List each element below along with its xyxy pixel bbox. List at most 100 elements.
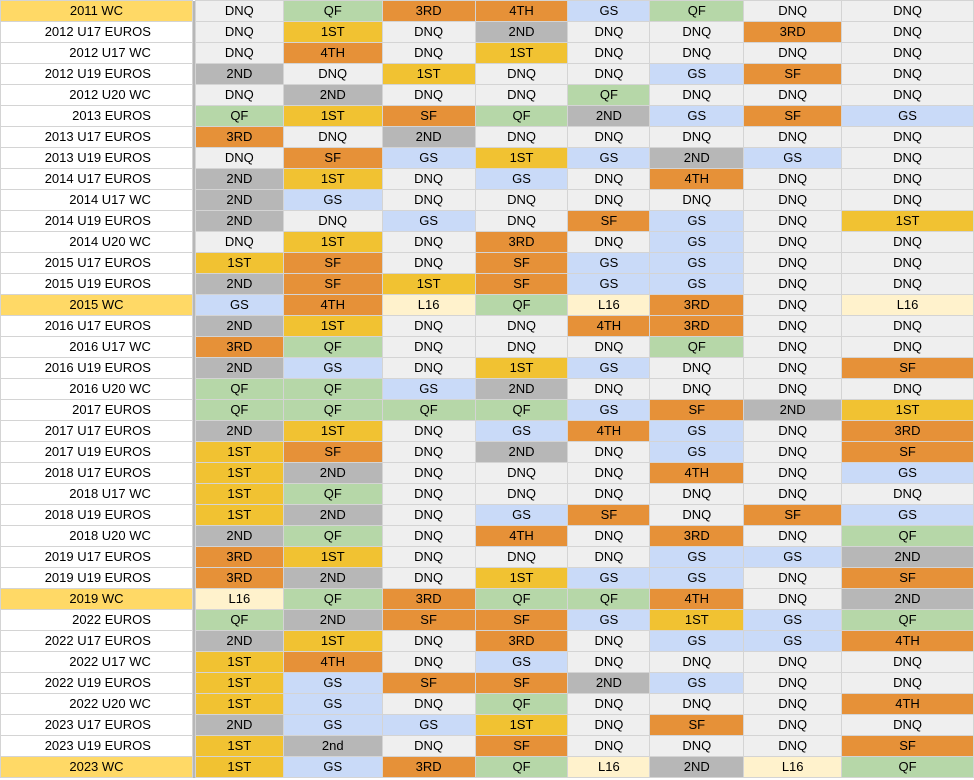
result-cell[interactable]: GS <box>649 63 745 85</box>
result-cell[interactable]: DNQ <box>474 84 569 106</box>
result-cell[interactable]: 3RD <box>194 126 284 148</box>
tournament-label-cell[interactable]: 2016 U17 EUROS <box>0 315 193 337</box>
result-cell[interactable]: QF <box>474 399 569 421</box>
result-cell[interactable]: DNQ <box>381 693 476 715</box>
tournament-label-cell[interactable]: 2014 U19 EUROS <box>0 210 193 232</box>
tournament-label-cell[interactable]: 2022 U17 EUROS <box>0 630 193 652</box>
result-cell[interactable]: 2ND <box>649 756 745 778</box>
result-cell[interactable]: 1ST <box>474 147 569 169</box>
tournament-label-cell[interactable]: 2011 WC <box>0 0 193 22</box>
result-cell[interactable]: DNQ <box>381 189 476 211</box>
result-cell[interactable]: DNQ <box>567 21 651 43</box>
result-cell[interactable]: DNQ <box>381 336 476 358</box>
tournament-label-cell[interactable]: 2022 U20 WC <box>0 693 193 715</box>
result-cell[interactable]: DNQ <box>743 84 843 106</box>
result-cell[interactable]: 2ND <box>841 546 974 568</box>
result-cell[interactable]: 2ND <box>381 126 476 148</box>
result-cell[interactable]: DNQ <box>743 483 843 505</box>
result-cell[interactable]: QF <box>282 399 383 421</box>
result-cell[interactable]: DNQ <box>841 231 974 253</box>
tournament-label-cell[interactable]: 2022 U19 EUROS <box>0 672 193 694</box>
result-cell[interactable]: DNQ <box>282 210 383 232</box>
result-cell[interactable]: GS <box>194 294 284 316</box>
result-cell[interactable]: 3RD <box>381 0 476 22</box>
result-cell[interactable]: 4TH <box>567 315 651 337</box>
result-cell[interactable]: QF <box>649 0 745 22</box>
tournament-label-cell[interactable]: 2014 U20 WC <box>0 231 193 253</box>
result-cell[interactable]: QF <box>194 105 284 127</box>
result-cell[interactable]: 4TH <box>649 168 745 190</box>
result-cell[interactable]: DNQ <box>474 63 569 85</box>
result-cell[interactable]: DNQ <box>743 714 843 736</box>
result-cell[interactable]: GS <box>567 0 651 22</box>
result-cell[interactable]: 1ST <box>194 252 284 274</box>
result-cell[interactable]: GS <box>567 147 651 169</box>
result-cell[interactable]: DNQ <box>194 0 284 22</box>
tournament-label-cell[interactable]: 2013 EUROS <box>0 105 193 127</box>
result-cell[interactable]: DNQ <box>194 42 284 64</box>
tournament-label-cell[interactable]: 2016 U19 EUROS <box>0 357 193 379</box>
result-cell[interactable]: DNQ <box>381 462 476 484</box>
result-cell[interactable]: 1ST <box>194 735 284 757</box>
result-cell[interactable]: QF <box>567 84 651 106</box>
tournament-label-cell[interactable]: 2019 U17 EUROS <box>0 546 193 568</box>
result-cell[interactable]: GS <box>282 189 383 211</box>
result-cell[interactable]: DNQ <box>649 504 745 526</box>
result-cell[interactable]: DNQ <box>381 21 476 43</box>
result-cell[interactable]: DNQ <box>649 693 745 715</box>
tournament-label-cell[interactable]: 2022 U17 WC <box>0 651 193 673</box>
result-cell[interactable]: DNQ <box>381 42 476 64</box>
result-cell[interactable]: DNQ <box>381 546 476 568</box>
result-cell[interactable]: 1ST <box>194 672 284 694</box>
result-cell[interactable]: DNQ <box>474 462 569 484</box>
result-cell[interactable]: 2ND <box>474 378 569 400</box>
result-cell[interactable]: QF <box>194 399 284 421</box>
result-cell[interactable]: 1ST <box>282 630 383 652</box>
result-cell[interactable]: GS <box>282 714 383 736</box>
result-cell[interactable]: DNQ <box>567 525 651 547</box>
tournament-label-cell[interactable]: 2017 EUROS <box>0 399 193 421</box>
result-cell[interactable]: DNQ <box>649 483 745 505</box>
result-cell[interactable]: QF <box>282 483 383 505</box>
result-cell[interactable]: 1ST <box>282 231 383 253</box>
result-cell[interactable]: QF <box>282 378 383 400</box>
result-cell[interactable]: 2ND <box>743 399 843 421</box>
result-cell[interactable]: 3RD <box>743 21 843 43</box>
result-cell[interactable]: GS <box>474 168 569 190</box>
result-cell[interactable]: GS <box>381 147 476 169</box>
result-cell[interactable]: SF <box>474 252 569 274</box>
result-cell[interactable]: DNQ <box>841 252 974 274</box>
result-cell[interactable]: GS <box>282 357 383 379</box>
result-cell[interactable]: QF <box>381 399 476 421</box>
result-cell[interactable]: QF <box>194 378 284 400</box>
result-cell[interactable]: DNQ <box>381 168 476 190</box>
result-cell[interactable]: 2ND <box>282 504 383 526</box>
result-cell[interactable]: 1ST <box>381 63 476 85</box>
result-cell[interactable]: GS <box>282 756 383 778</box>
result-cell[interactable]: L16 <box>381 294 476 316</box>
result-cell[interactable]: DNQ <box>743 42 843 64</box>
result-cell[interactable]: GS <box>381 210 476 232</box>
result-cell[interactable]: 2ND <box>282 567 383 589</box>
result-cell[interactable]: GS <box>567 357 651 379</box>
result-cell[interactable]: GS <box>567 252 651 274</box>
result-cell[interactable]: GS <box>381 378 476 400</box>
result-cell[interactable]: GS <box>743 630 843 652</box>
result-cell[interactable]: QF <box>282 0 383 22</box>
result-cell[interactable]: DNQ <box>841 0 974 22</box>
result-cell[interactable]: 3RD <box>474 231 569 253</box>
result-cell[interactable]: SF <box>841 441 974 463</box>
result-cell[interactable]: GS <box>282 672 383 694</box>
result-cell[interactable]: 3RD <box>381 756 476 778</box>
result-cell[interactable]: 3RD <box>649 315 745 337</box>
result-cell[interactable]: DNQ <box>841 126 974 148</box>
result-cell[interactable]: 2nd <box>282 735 383 757</box>
result-cell[interactable]: SF <box>567 210 651 232</box>
result-cell[interactable]: 1ST <box>381 273 476 295</box>
result-cell[interactable]: DNQ <box>743 462 843 484</box>
result-cell[interactable]: DNQ <box>649 378 745 400</box>
result-cell[interactable]: 3RD <box>194 567 284 589</box>
result-cell[interactable]: DNQ <box>841 42 974 64</box>
result-cell[interactable]: DNQ <box>743 273 843 295</box>
result-cell[interactable]: DNQ <box>282 63 383 85</box>
